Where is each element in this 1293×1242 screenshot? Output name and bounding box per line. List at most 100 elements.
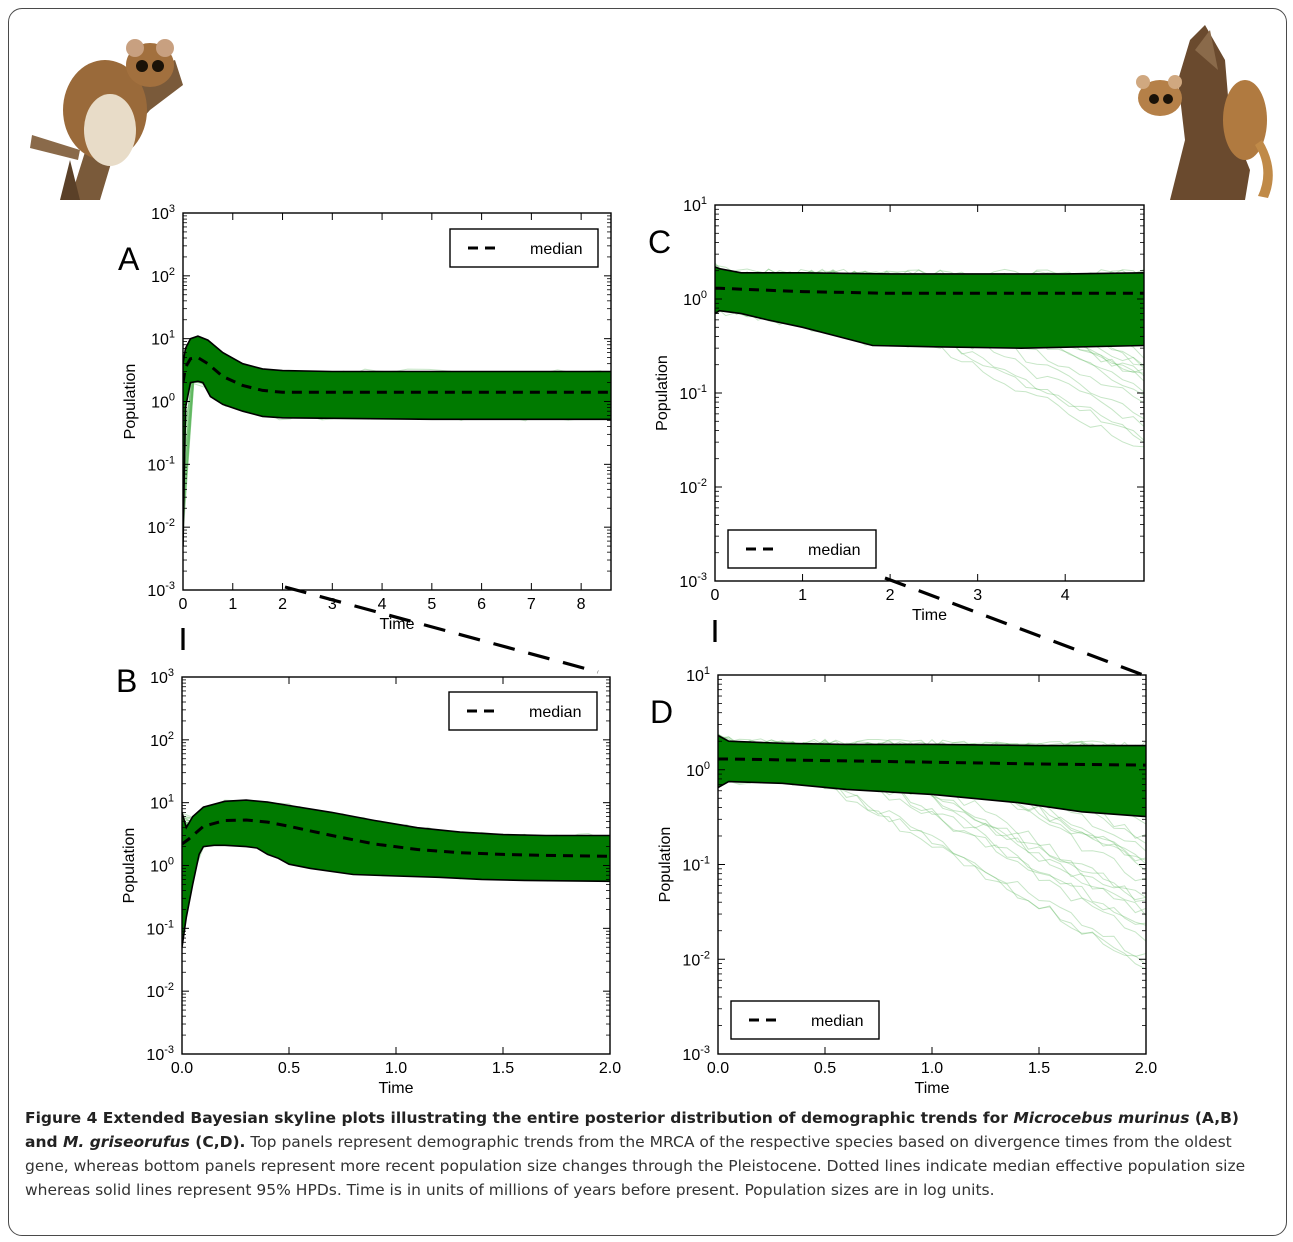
y-tick-label: 103 bbox=[150, 667, 174, 687]
caption-body: Top panels represent demographic trends … bbox=[25, 1133, 1246, 1199]
legend: median bbox=[730, 1000, 880, 1040]
y-axis-label: Population bbox=[122, 364, 139, 440]
y-tick-label: 10-2 bbox=[682, 949, 710, 969]
y-axis-label: Population bbox=[654, 355, 671, 431]
x-tick-label: 1.0 bbox=[921, 1060, 943, 1077]
x-tick-label: 7 bbox=[527, 596, 536, 613]
x-tick-label: 0.0 bbox=[171, 1060, 193, 1077]
y-tick-label: 10-1 bbox=[682, 855, 710, 875]
x-tick-label: 6 bbox=[477, 596, 486, 613]
caption-title: Figure 4 Extended Bayesian skyline plots… bbox=[25, 1109, 1239, 1151]
x-tick-label: 0 bbox=[179, 596, 188, 613]
median-line bbox=[718, 757, 1146, 767]
hpd-lower-line bbox=[182, 844, 610, 948]
zoom-connectors bbox=[181, 576, 1147, 678]
y-tick-label: 10-1 bbox=[147, 454, 175, 474]
y-tick-label: 10-2 bbox=[146, 981, 174, 1001]
legend: median bbox=[449, 228, 599, 268]
y-tick-label: 101 bbox=[683, 195, 707, 215]
hpd-upper-line bbox=[182, 799, 610, 837]
hpd-band bbox=[183, 336, 611, 547]
panel-letter: A bbox=[118, 241, 140, 277]
legend: median bbox=[448, 691, 598, 731]
x-tick-label: 4 bbox=[378, 596, 387, 613]
hpd-band bbox=[182, 800, 610, 948]
connector-line bbox=[884, 576, 1147, 678]
y-axis-label: Population bbox=[121, 828, 138, 904]
y-tick-label: 102 bbox=[150, 730, 174, 750]
plot-area bbox=[715, 262, 1144, 448]
legend: median bbox=[727, 529, 877, 569]
x-tick-label: 1.5 bbox=[1028, 1060, 1050, 1077]
x-tick-label: 8 bbox=[577, 596, 586, 613]
y-tick-label: 10-3 bbox=[682, 1044, 710, 1064]
y-tick-label: 10-2 bbox=[679, 477, 707, 497]
x-tick-label: 2.0 bbox=[599, 1060, 621, 1077]
y-tick-label: 10-1 bbox=[679, 383, 707, 403]
plot-area bbox=[183, 335, 611, 547]
x-tick-label: 2 bbox=[278, 596, 287, 613]
y-tick-label: 101 bbox=[686, 665, 710, 685]
hpd-upper-line bbox=[183, 335, 611, 373]
y-tick-label: 10-3 bbox=[146, 1044, 174, 1064]
panel-letter: B bbox=[116, 663, 137, 699]
y-tick-label: 10-3 bbox=[679, 571, 707, 591]
x-axis-label: Time bbox=[379, 1080, 414, 1097]
hpd-lower-line bbox=[183, 380, 611, 547]
x-tick-label: 0 bbox=[711, 587, 720, 604]
y-tick-label: 10-3 bbox=[147, 580, 175, 600]
y-tick-label: 100 bbox=[683, 289, 707, 309]
hpd-band bbox=[715, 266, 1144, 349]
y-axis-label: Population bbox=[657, 827, 674, 903]
x-tick-label: 0.0 bbox=[707, 1060, 729, 1077]
hpd-upper-line bbox=[715, 266, 1144, 275]
panel-letter: C bbox=[648, 224, 671, 260]
y-tick-label: 103 bbox=[151, 203, 175, 223]
hpd-band bbox=[718, 735, 1146, 817]
x-axis-label: Time bbox=[915, 1080, 950, 1097]
figure-caption: Figure 4 Extended Bayesian skyline plots… bbox=[25, 1106, 1270, 1202]
x-tick-label: 2 bbox=[886, 587, 895, 604]
x-tick-label: 1.5 bbox=[492, 1060, 514, 1077]
axes-frame bbox=[714, 204, 1145, 582]
legend-label: median bbox=[808, 542, 860, 559]
y-tick-label: 100 bbox=[150, 856, 174, 876]
x-tick-label: 1 bbox=[798, 587, 807, 604]
y-tick-label: 100 bbox=[151, 392, 175, 412]
x-tick-label: 0.5 bbox=[814, 1060, 836, 1077]
connector-line bbox=[284, 585, 599, 674]
y-tick-label: 10-2 bbox=[147, 517, 175, 537]
y-tick-label: 101 bbox=[151, 329, 175, 349]
y-tick-label: 10-1 bbox=[146, 918, 174, 938]
lemur-photo-right bbox=[1128, 22, 1276, 202]
x-tick-label: 1.0 bbox=[385, 1060, 407, 1077]
y-tick-label: 101 bbox=[150, 793, 174, 813]
hpd-lower-line bbox=[715, 309, 1144, 350]
hpd-lower-line bbox=[718, 780, 1146, 818]
hpd-upper-line bbox=[718, 734, 1146, 747]
y-tick-label: 100 bbox=[686, 760, 710, 780]
axes-frame bbox=[717, 674, 1147, 1055]
x-tick-label: 5 bbox=[427, 596, 436, 613]
legend-label: median bbox=[530, 241, 582, 258]
x-tick-label: 4 bbox=[1061, 587, 1070, 604]
y-tick-label: 102 bbox=[151, 266, 175, 286]
plot-area bbox=[718, 733, 1146, 970]
x-tick-label: 1 bbox=[228, 596, 237, 613]
legend-label: median bbox=[529, 704, 581, 721]
x-tick-label: 0.5 bbox=[278, 1060, 300, 1077]
panel-d: 10-3 10-2 10-1 100 101 0.0 0.5 1.0 1.5 2.0 Time Pop… bbox=[650, 665, 1157, 1097]
lemur-photo-left bbox=[28, 30, 183, 202]
plot-area bbox=[182, 799, 610, 948]
x-tick-label: 3 bbox=[973, 587, 982, 604]
median-line bbox=[182, 818, 610, 858]
x-axis-label: Time bbox=[912, 607, 947, 624]
x-tick-label: 2.0 bbox=[1135, 1060, 1157, 1077]
legend-label: median bbox=[811, 1013, 863, 1030]
panel-b: 10-3 10-2 10-1 100 101 102 103 0.0 0.5 1.0 1.5 2.0 T… bbox=[116, 663, 621, 1097]
x-tick-label: 3 bbox=[328, 596, 337, 613]
panel-letter: D bbox=[650, 694, 673, 730]
